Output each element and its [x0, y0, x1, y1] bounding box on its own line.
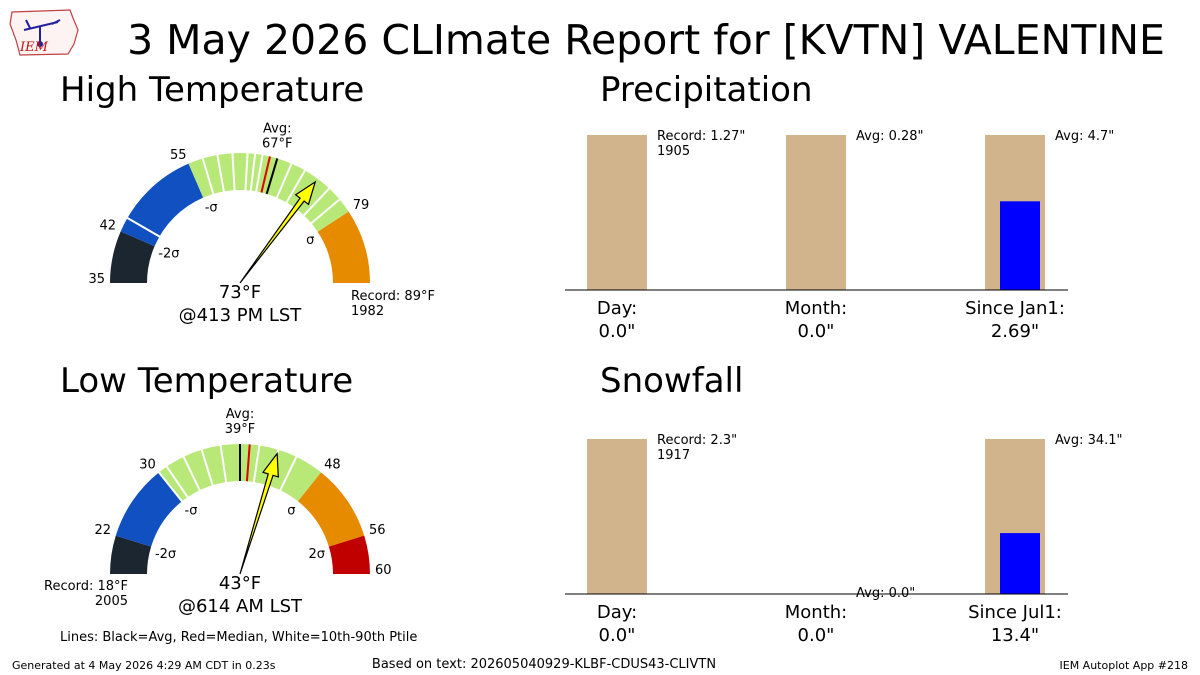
observed-value-label: 13.4" [991, 625, 1039, 646]
percentile-line [275, 162, 293, 199]
observed-value-label: 0.0" [798, 625, 835, 646]
percentile-line [165, 465, 190, 499]
logo-text: IEM [19, 40, 49, 55]
percentile-line [254, 153, 264, 193]
percentile-line [252, 444, 261, 484]
percentile-line [201, 157, 215, 196]
median-line [245, 444, 251, 482]
avg-label: Avg: 67°F [262, 121, 293, 151]
observed-bar [1000, 533, 1040, 594]
sigma-label: -2σ [155, 547, 176, 562]
category-label: Since Jul1: [968, 602, 1062, 623]
gauge-band [317, 211, 370, 283]
iem-logo: IEM [9, 9, 79, 56]
percentile-line [126, 216, 161, 238]
percentile-line [231, 152, 236, 192]
record-label: Record: 18°F 2005 [44, 579, 128, 609]
generated-note: Generated at 4 May 2026 4:29 AM CDT in 0… [12, 659, 276, 672]
percentile-line [279, 455, 298, 492]
observed-value-label: 0.0" [599, 625, 636, 646]
percentile-line [244, 152, 249, 192]
gauge-band [328, 535, 370, 574]
percentile-line [216, 153, 226, 193]
observed-value-label: 2.69" [991, 321, 1039, 342]
sigma-label: -2σ [158, 247, 179, 262]
gauge-band [110, 535, 152, 574]
percentile-line [182, 455, 201, 492]
avg-label: Avg: 39°F [225, 407, 256, 437]
gauge-band [120, 163, 204, 247]
percentile-line [157, 470, 184, 503]
bar-annotation: Record: 1.27" 1905 [657, 129, 745, 159]
gauge-band [297, 472, 365, 547]
reference-bar [786, 135, 846, 290]
gauge-title: High Temperature [60, 70, 364, 110]
gauge-tick-label: 22 [94, 523, 111, 538]
bar-annotation: Avg: 0.28" [856, 129, 924, 144]
percentile-line [219, 444, 228, 484]
needle-arrow [239, 451, 279, 575]
category-label: Since Jan1: [965, 298, 1065, 319]
category-label: Day: [597, 602, 637, 623]
station-dot-icon [37, 41, 43, 47]
page-title: 3 May 2026 CLImate Report for [KVTN] VAL… [127, 16, 1165, 64]
app-note: IEM Autoplot App #218 [1060, 659, 1189, 672]
observed-bar [1000, 201, 1040, 290]
weather-station-icon [23, 19, 61, 42]
category-label: Day: [597, 298, 637, 319]
percentile-line [309, 198, 341, 225]
gauge-value-label: 73°F [219, 282, 261, 303]
sigma-label: σ [287, 503, 295, 518]
observed-value-label: 0.0" [798, 321, 835, 342]
gauge-tick-label: 42 [99, 219, 116, 234]
average-line [265, 158, 279, 195]
percentile-line [249, 152, 257, 192]
bar-annotation: Record: 2.3" 1917 [657, 433, 737, 463]
category-label: Month: [785, 298, 847, 319]
gauge-tick-label: 79 [353, 198, 370, 213]
percentile-line [285, 169, 307, 204]
gauge-tick-label: 35 [88, 272, 105, 287]
percentile-line [200, 448, 214, 487]
sigma-label: -σ [185, 503, 198, 518]
reference-bar [587, 135, 647, 290]
gauge-time-label: @413 PM LST [179, 305, 303, 326]
based-on-note: Based on text: 202605040929-KLBF-CDUS43-… [372, 657, 716, 672]
gauge-tick-label: 30 [139, 457, 156, 472]
bar-chart-title: Snowfall [600, 361, 743, 401]
gauge-tick-label: 55 [170, 148, 187, 163]
category-label: Month: [785, 602, 847, 623]
gauge-value-label: 43°F [219, 573, 261, 594]
sigma-label: σ [306, 233, 314, 248]
bar-annotation: Avg: 34.1" [1055, 433, 1123, 448]
gauge-tick-label: 48 [324, 457, 341, 472]
median-line [260, 156, 271, 193]
gauge-band [188, 153, 349, 232]
sigma-label: 2σ [309, 547, 326, 562]
bar-annotation: Avg: 4.7" [1055, 129, 1114, 144]
needle-arrow [239, 180, 317, 284]
low-temp-gauge: Low Temperature 22 30 48 56 60 -2σ -σ σ 2σ Avg: 39°… [44, 361, 392, 617]
bar-chart-title: Precipitation [600, 70, 813, 110]
lines-legend-note: Lines: Black=Avg, Red=Median, White=10th… [60, 630, 417, 645]
gauge-tick-label: 60 [375, 563, 392, 578]
gauge-title: Low Temperature [60, 361, 353, 401]
gauge-band [115, 472, 183, 547]
sigma-label: -σ [205, 200, 218, 215]
gauge-time-label: @614 AM LST [178, 596, 303, 617]
observed-value-label: 0.0" [599, 321, 636, 342]
high-temp-gauge: High Temperature 35 42 55 79 -2σ -σ σ Avg: 67°F 73… [60, 70, 435, 326]
reference-bar [587, 439, 647, 594]
gauge-tick-label: 56 [369, 523, 386, 538]
gauge-band [110, 231, 155, 283]
percentile-line [302, 187, 331, 217]
record-label: Record: 89°F 1982 [351, 289, 435, 319]
